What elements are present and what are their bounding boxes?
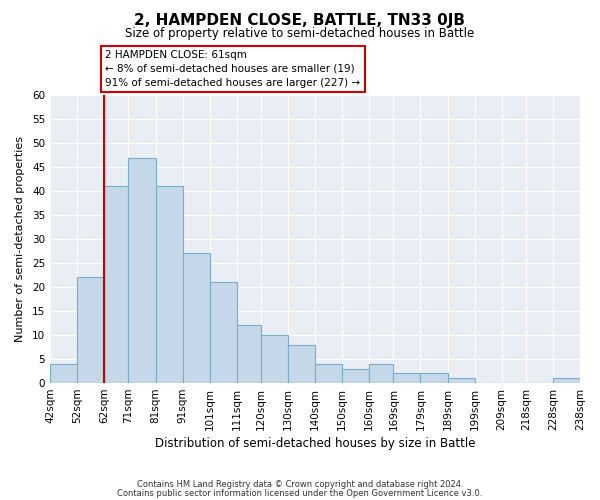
Bar <box>182 254 209 383</box>
Bar <box>261 335 288 383</box>
Bar <box>128 158 155 383</box>
Bar <box>77 278 104 383</box>
Text: 2, HAMPDEN CLOSE, BATTLE, TN33 0JB: 2, HAMPDEN CLOSE, BATTLE, TN33 0JB <box>134 12 466 28</box>
Bar <box>155 186 182 383</box>
Bar <box>315 364 342 383</box>
Y-axis label: Number of semi-detached properties: Number of semi-detached properties <box>15 136 25 342</box>
Bar <box>448 378 475 383</box>
X-axis label: Distribution of semi-detached houses by size in Battle: Distribution of semi-detached houses by … <box>155 437 475 450</box>
Text: 2 HAMPDEN CLOSE: 61sqm
← 8% of semi-detached houses are smaller (19)
91% of semi: 2 HAMPDEN CLOSE: 61sqm ← 8% of semi-deta… <box>106 50 361 88</box>
Bar <box>236 326 261 383</box>
Text: Contains HM Land Registry data © Crown copyright and database right 2024.: Contains HM Land Registry data © Crown c… <box>137 480 463 489</box>
Bar <box>288 344 315 383</box>
Bar <box>50 364 77 383</box>
Bar <box>421 374 448 383</box>
Bar <box>394 374 421 383</box>
Bar <box>209 282 236 383</box>
Bar <box>342 368 369 383</box>
Bar <box>369 364 394 383</box>
Text: Size of property relative to semi-detached houses in Battle: Size of property relative to semi-detach… <box>125 28 475 40</box>
Bar <box>553 378 580 383</box>
Bar <box>104 186 128 383</box>
Text: Contains public sector information licensed under the Open Government Licence v3: Contains public sector information licen… <box>118 488 482 498</box>
